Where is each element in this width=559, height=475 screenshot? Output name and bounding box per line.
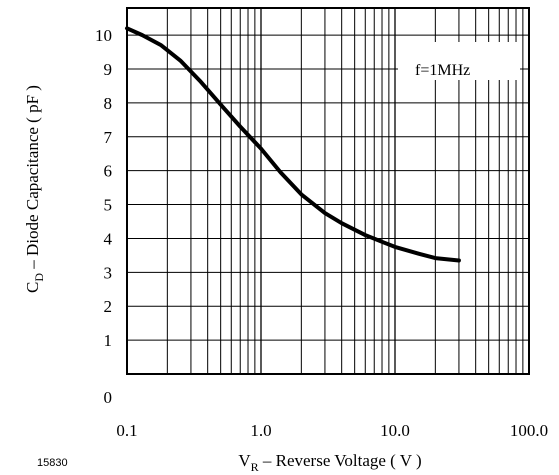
y-tick-label: 6 — [104, 162, 113, 181]
capacitance-curve — [125, 26, 461, 263]
y-tick-label: 10 — [95, 26, 112, 45]
y-axis-title-rest: – Diode Capacitance ( pF ) — [23, 85, 42, 273]
x-tick-label: 100.0 — [510, 421, 548, 440]
y-tick-label: 0 — [104, 388, 113, 407]
y-tick-label: 9 — [104, 60, 113, 79]
x-axis-title-main: V — [238, 451, 251, 470]
grid — [127, 8, 529, 374]
y-tick-label: 8 — [104, 94, 113, 113]
annotation-label: f=1MHz — [415, 62, 470, 79]
y-tick-label: 4 — [104, 229, 113, 248]
x-tick-label: 1.0 — [250, 421, 271, 440]
x-tick-label: 10.0 — [380, 421, 410, 440]
plot-frame — [126, 7, 530, 375]
figure-id: 15830 — [37, 457, 68, 469]
x-axis-title-subscript: R — [251, 460, 259, 474]
y-tick-label: 1 — [104, 331, 113, 350]
y-axis-title: CD – Diode Capacitance ( pF ) — [23, 85, 46, 293]
y-tick-label: 5 — [104, 196, 113, 215]
y-axis-title-subscript: D — [32, 273, 46, 282]
y-tick-label: 7 — [104, 128, 113, 147]
x-axis-title-rest: – Reverse Voltage ( V ) — [259, 451, 422, 470]
annotation-box — [398, 42, 520, 80]
x-axis-title: VR – Reverse Voltage ( V ) — [238, 451, 421, 474]
y-tick-label: 2 — [104, 297, 113, 316]
tick-labels: 0 1 2 3 4 5 6 7 8 9 10 0.1 1.0 10.0 100.0 — [95, 26, 548, 440]
x-tick-label: 0.1 — [116, 421, 137, 440]
y-tick-label: 3 — [104, 263, 113, 282]
y-axis-title-main: C — [23, 282, 42, 293]
